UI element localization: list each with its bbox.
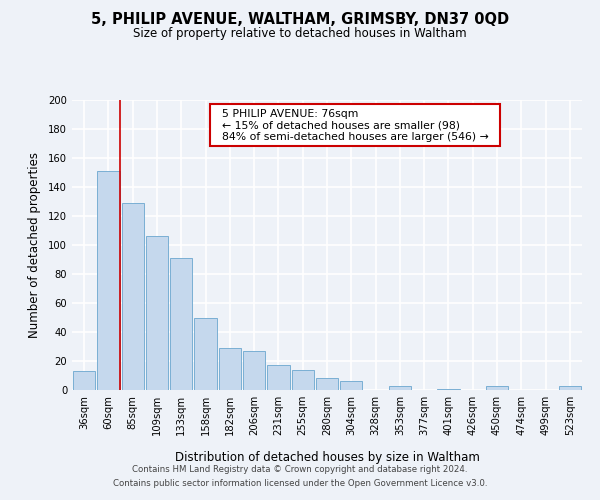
Bar — [292, 370, 314, 390]
Bar — [486, 386, 508, 390]
Bar — [122, 203, 144, 390]
Bar — [218, 348, 241, 390]
Bar — [316, 378, 338, 390]
Bar — [194, 318, 217, 390]
Bar — [267, 366, 290, 390]
Bar — [170, 258, 193, 390]
Text: Contains HM Land Registry data © Crown copyright and database right 2024.
Contai: Contains HM Land Registry data © Crown c… — [113, 466, 487, 487]
Text: 5, PHILIP AVENUE, WALTHAM, GRIMSBY, DN37 0QD: 5, PHILIP AVENUE, WALTHAM, GRIMSBY, DN37… — [91, 12, 509, 28]
Bar — [243, 351, 265, 390]
Text: Distribution of detached houses by size in Waltham: Distribution of detached houses by size … — [175, 451, 479, 464]
Bar — [146, 236, 168, 390]
Bar — [389, 386, 411, 390]
Bar — [559, 386, 581, 390]
Y-axis label: Number of detached properties: Number of detached properties — [28, 152, 41, 338]
Text: Size of property relative to detached houses in Waltham: Size of property relative to detached ho… — [133, 28, 467, 40]
Bar — [73, 371, 95, 390]
Bar — [340, 382, 362, 390]
Text: 5 PHILIP AVENUE: 76sqm  
  ← 15% of detached houses are smaller (98)  
  84% of : 5 PHILIP AVENUE: 76sqm ← 15% of detached… — [215, 108, 496, 142]
Bar — [437, 388, 460, 390]
Bar — [97, 171, 119, 390]
